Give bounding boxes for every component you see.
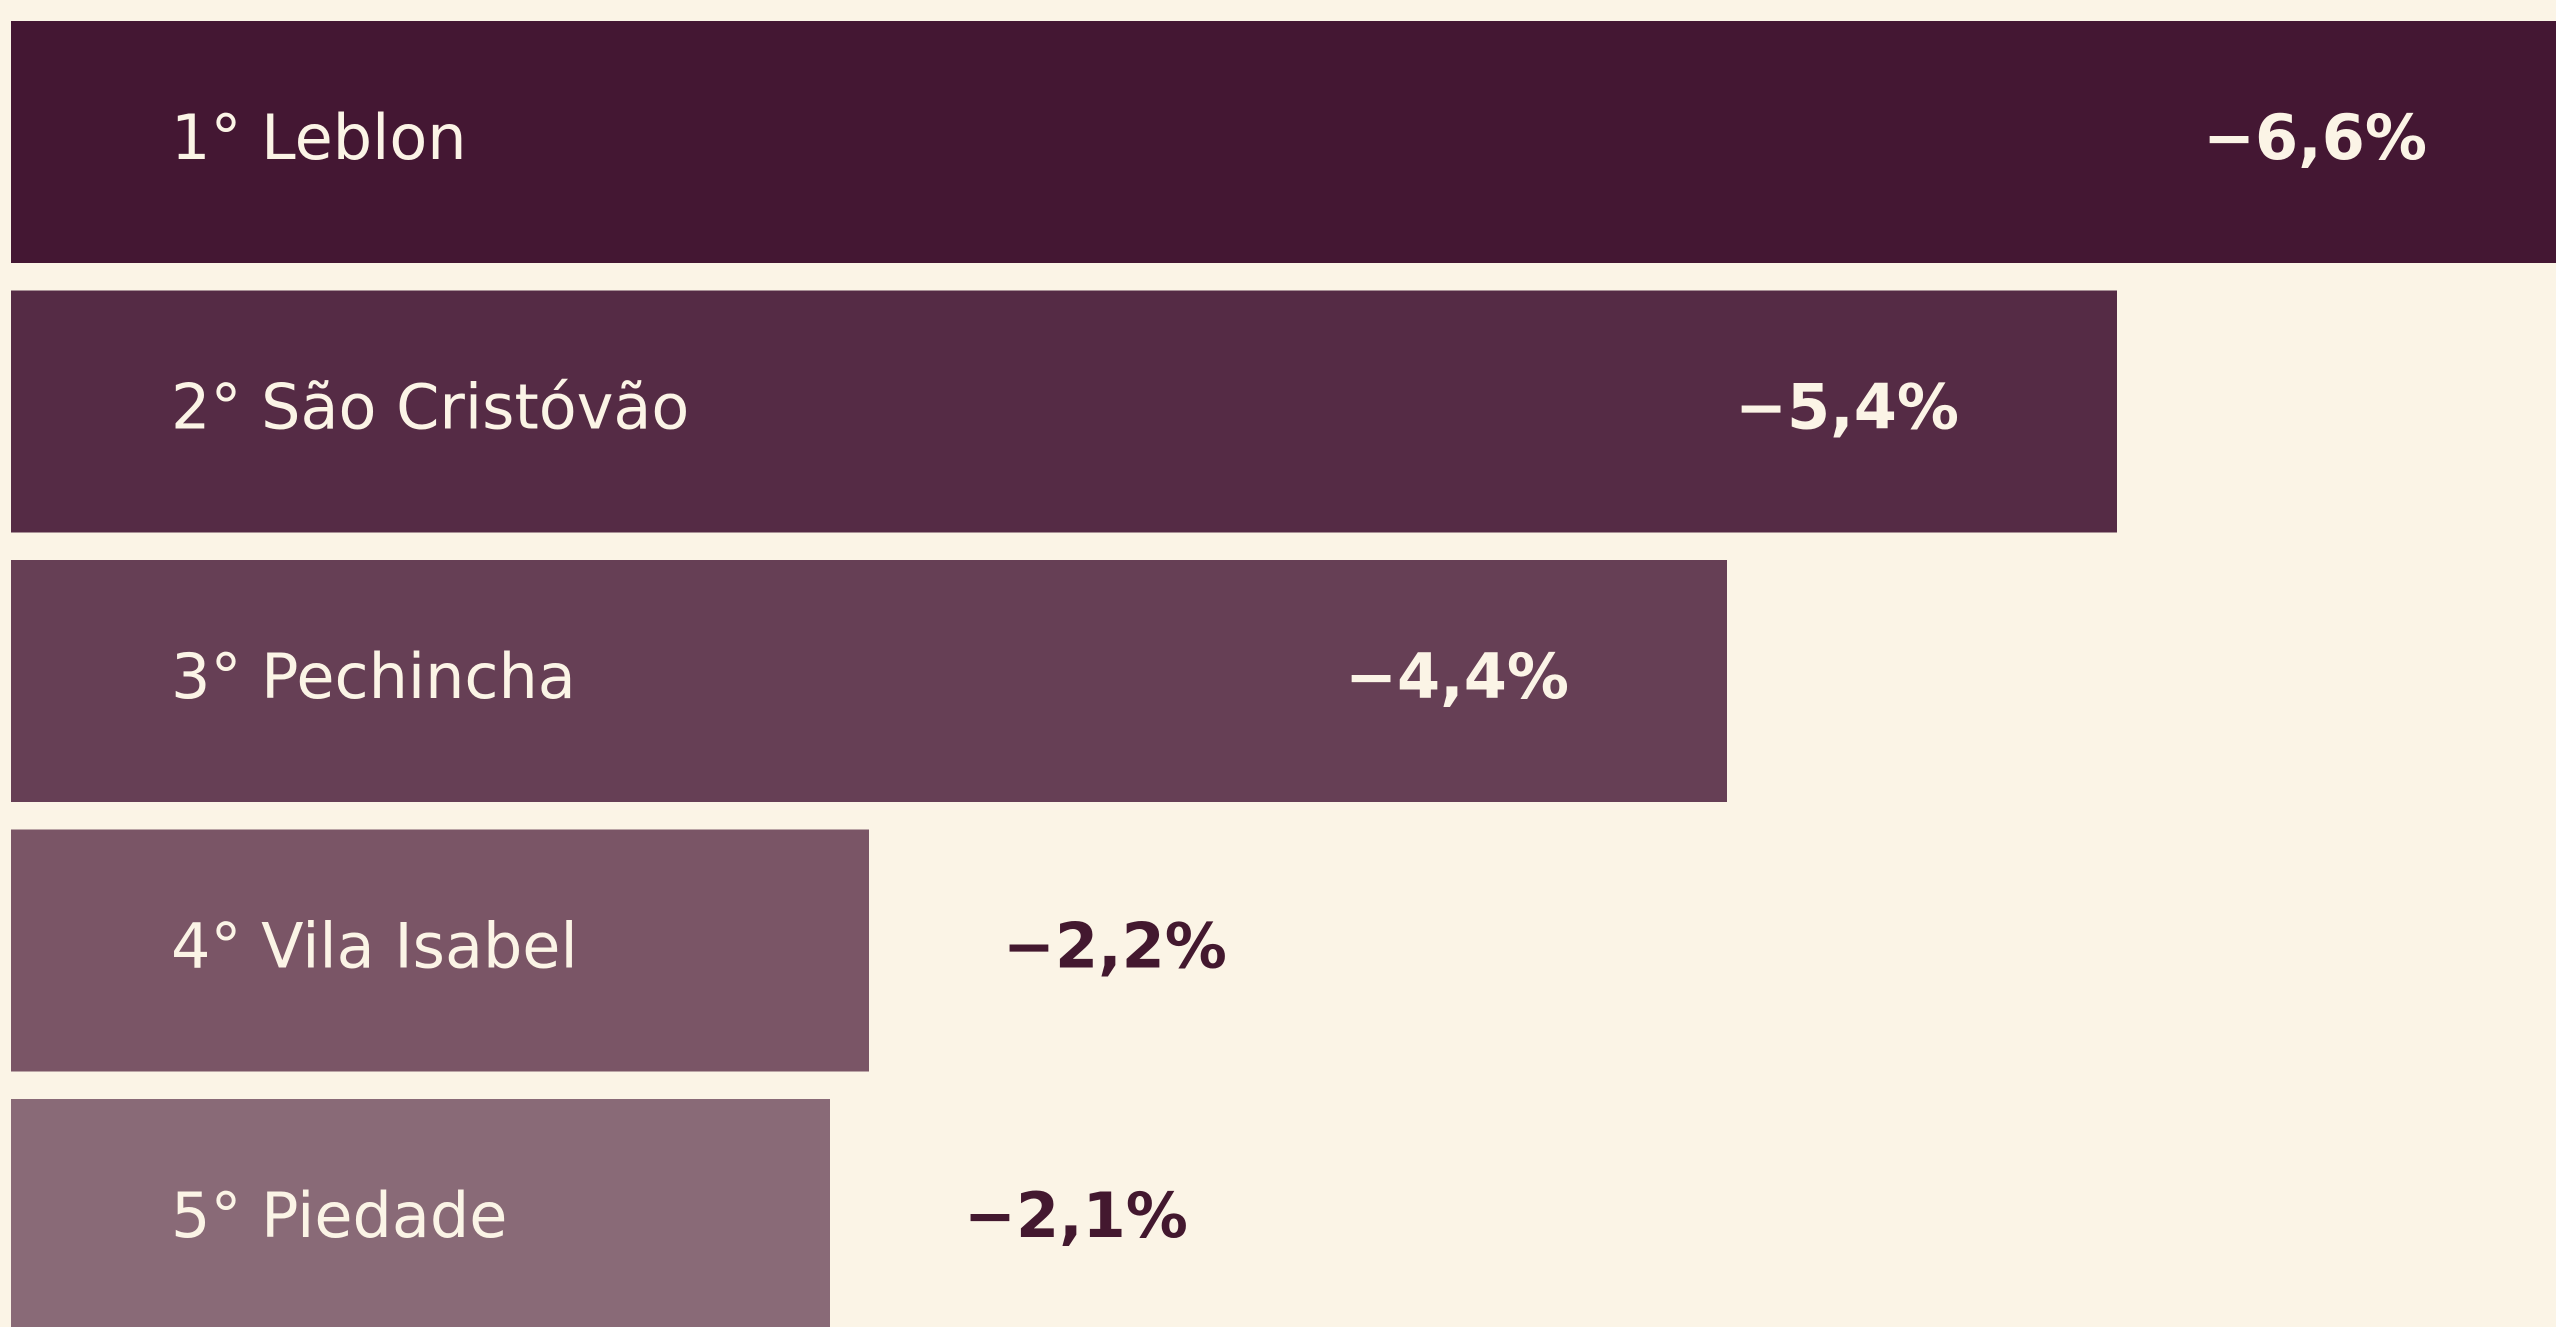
value-label: −6,6% xyxy=(2203,101,2427,174)
category-label: 5° Piedade xyxy=(171,1179,507,1252)
value-label: −5,4% xyxy=(1735,371,1959,444)
bar xyxy=(11,829,869,1072)
value-label: −4,4% xyxy=(1345,640,1569,713)
bar xyxy=(11,560,1727,802)
bar xyxy=(11,290,2117,533)
bar xyxy=(11,21,2556,263)
value-label: −2,2% xyxy=(1003,910,1227,983)
category-label: 4° Vila Isabel xyxy=(171,910,578,983)
bar xyxy=(11,1099,830,1327)
category-label: 1° Leblon xyxy=(171,101,467,174)
category-label: 3° Pechincha xyxy=(171,640,576,713)
category-label: 2° São Cristóvão xyxy=(171,371,689,444)
value-label: −2,1% xyxy=(964,1179,1188,1252)
